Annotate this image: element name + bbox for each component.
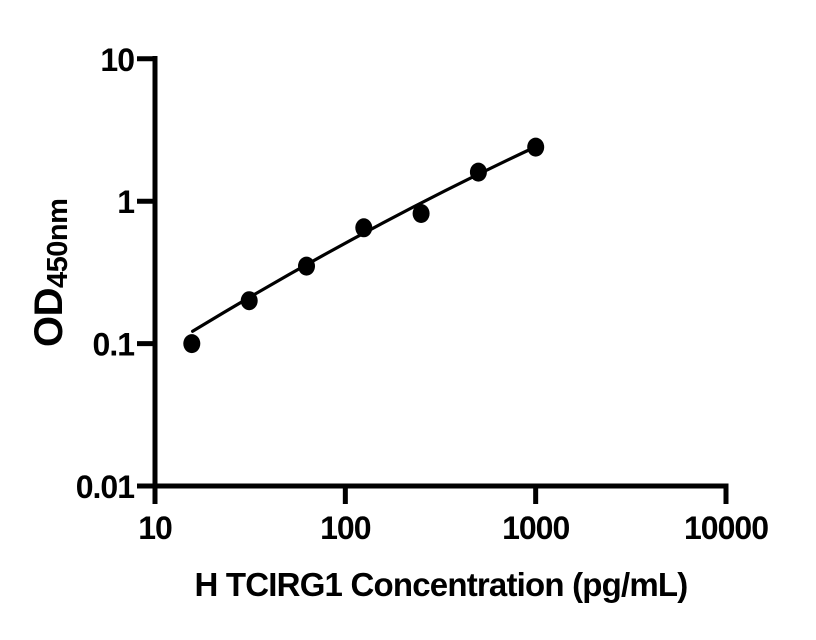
y-axis-tick-labels: 10 1 0.1 0.01 [76, 42, 135, 505]
y-tick-label: 10 [100, 42, 134, 78]
data-point-marker [183, 334, 201, 354]
x-tick-label: 10000 [684, 510, 768, 546]
x-tick-label: 1000 [502, 510, 569, 546]
data-points [183, 137, 545, 354]
x-axis-tick-marks [152, 486, 729, 504]
data-point-marker [240, 291, 258, 311]
axis-frame [152, 56, 729, 489]
y-tick-label: 1 [117, 184, 134, 220]
y-axis-tick-marks [137, 56, 155, 489]
x-axis-tick-labels: 10 100 1000 10000 [138, 510, 769, 546]
data-point-marker [527, 137, 545, 157]
y-tick-label: 0.1 [93, 327, 135, 363]
x-tick-label: 10 [138, 510, 172, 546]
y-tick-label: 0.01 [76, 469, 134, 505]
x-tick-label: 100 [320, 510, 371, 546]
data-point-marker [469, 162, 487, 182]
data-point-marker [298, 256, 315, 276]
data-point-marker [355, 218, 373, 238]
y-axis-title-main: OD [27, 288, 71, 347]
data-point-marker [412, 204, 430, 223]
x-axis-title: H TCIRG1 Concentration (pg/mL) [195, 566, 688, 603]
y-axis-title-subscript: 450nm [42, 199, 74, 288]
y-axis-title: OD450nm [27, 199, 74, 347]
